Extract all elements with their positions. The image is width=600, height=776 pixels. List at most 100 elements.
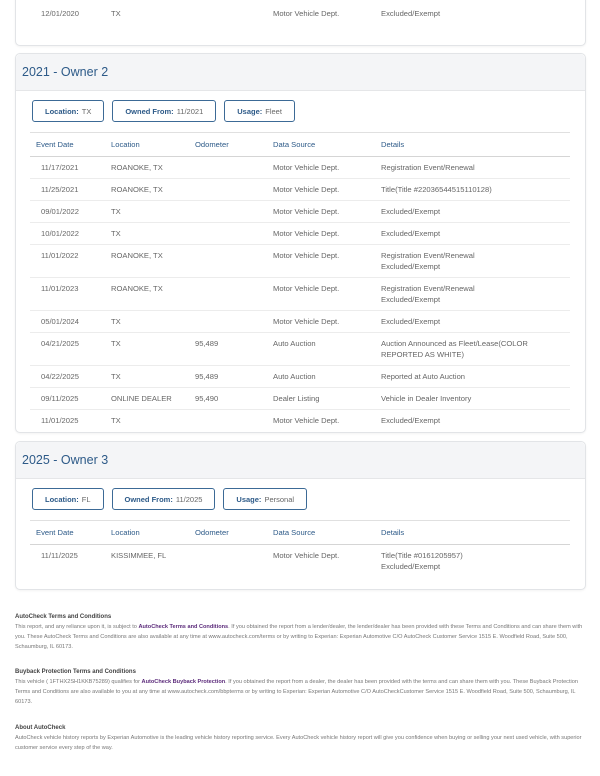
event-source: Motor Vehicle Dept. xyxy=(267,222,375,245)
event-odometer: 95,489 xyxy=(189,332,267,366)
event-location: ROANOKE, TX xyxy=(105,156,189,179)
owner-card: 2025 - Owner 3 Location: FL Owned From: 11… xyxy=(15,441,586,590)
table-row: 04/22/2025 TX 95,489 Auto Auction Report… xyxy=(30,365,570,388)
event-odometer xyxy=(189,310,267,333)
event-details: Title(Title #22036544515110128) xyxy=(375,178,570,201)
event-source: Auto Auction xyxy=(267,365,375,388)
event-source: Auto Auction xyxy=(267,332,375,366)
event-date: 04/21/2025 xyxy=(30,332,105,366)
event-source: Motor Vehicle Dept. xyxy=(273,9,340,18)
event-details: Reported at Auto Auction xyxy=(375,365,570,388)
buyback-text: . If you obtained the report from a deal… xyxy=(15,679,578,705)
event-location: TX xyxy=(111,9,121,18)
location-chip[interactable]: Location: FL xyxy=(32,488,104,510)
about-section: About AutoCheck AutoCheck vehicle histor… xyxy=(15,723,585,753)
event-date: 11/11/2025 xyxy=(41,551,78,560)
event-date: 11/01/2023 xyxy=(30,277,105,311)
column-header: Odometer xyxy=(189,132,267,157)
event-odometer xyxy=(189,277,267,311)
usage-chip[interactable]: Usage: Personal xyxy=(223,488,308,510)
event-source: Motor Vehicle Dept. xyxy=(267,310,375,333)
event-date: 04/22/2025 xyxy=(30,365,105,388)
event-date: 11/01/2025 xyxy=(41,416,79,425)
table-row: 11/01/2022 ROANOKE, TX Motor Vehicle Dep… xyxy=(30,244,570,278)
event-date: 11/25/2021 xyxy=(30,178,105,201)
event-details: Excluded/Exempt xyxy=(381,9,441,18)
table-row: 05/01/2024 TX Motor Vehicle Dept. Exclud… xyxy=(30,310,570,333)
buyback-text: This vehicle ( 1FTHX2SH1KKB75289) qualif… xyxy=(15,679,142,685)
column-header: Event Date xyxy=(30,132,105,157)
terms-text: This report, and any reliance upon it, i… xyxy=(15,624,139,630)
table-row: 11/01/2025 TX Motor Vehicle Dept. Exclud… xyxy=(30,410,570,432)
about-text: AutoCheck vehicle history reports by Exp… xyxy=(15,735,582,751)
event-source: Motor Vehicle Dept. xyxy=(267,200,375,223)
table-header: Event Date Location Odometer Data Source Det… xyxy=(30,520,570,545)
table-row: 10/01/2022 TX Motor Vehicle Dept. Exclud… xyxy=(30,222,570,245)
event-source: Motor Vehicle Dept. xyxy=(267,244,375,278)
event-odometer xyxy=(189,3,267,24)
event-location: TX xyxy=(105,332,189,366)
column-header: Odometer xyxy=(189,520,267,545)
event-details: Excluded/Exempt xyxy=(375,310,570,333)
table-row: 11/01/2023 ROANOKE, TX Motor Vehicle Dep… xyxy=(30,277,570,311)
column-header: Data Source xyxy=(267,520,375,545)
terms-heading: AutoCheck Terms and Conditions xyxy=(15,614,112,620)
event-details: Excluded/Exempt xyxy=(375,200,570,223)
event-location: ONLINE DEALER xyxy=(105,387,189,410)
event-date: 09/01/2022 xyxy=(30,200,105,223)
terms-link[interactable]: AutoCheck Terms and Conditions xyxy=(138,624,229,630)
event-odometer xyxy=(189,178,267,201)
event-odometer xyxy=(189,410,267,432)
table-row: 12/01/2020 TX Motor Vehicle Dept. Exclud… xyxy=(30,3,570,24)
table-row: 11/17/2021 ROANOKE, TX Motor Vehicle Dep… xyxy=(30,156,570,179)
event-source: Motor Vehicle Dept. xyxy=(273,416,340,425)
event-details: Auction Announced as Fleet/Lease(COLOR RE… xyxy=(375,332,570,366)
event-details: Excluded/Exempt xyxy=(381,416,441,425)
event-date: 09/11/2025 xyxy=(30,387,105,410)
event-location: ROANOKE, TX xyxy=(105,277,189,311)
location-chip[interactable]: Location: TX xyxy=(32,100,105,122)
buyback-heading: Buyback Protection Terms and Conditions xyxy=(15,669,136,675)
table-row: 04/21/2025 TX 95,489 Auto Auction Auctio… xyxy=(30,332,570,366)
event-details: Registration Event/Renewal Excluded/Exemp… xyxy=(375,277,570,311)
table-row: 11/11/2025 KISSIMMEE, FL Motor Vehicle D… xyxy=(30,545,570,578)
buyback-link[interactable]: AutoCheck Buyback Protection xyxy=(141,679,226,685)
event-details: Title(Title #0161205957) Excluded/Exempt xyxy=(381,551,463,571)
column-header: Event Date xyxy=(30,520,105,545)
column-header: Details xyxy=(375,520,570,545)
terms-text: . If you obtained the report from a lend… xyxy=(15,624,583,650)
owned-from-chip[interactable]: Owned From: 11/2021 xyxy=(112,100,217,122)
event-location: TX xyxy=(105,200,189,223)
event-location: TX xyxy=(105,222,189,245)
event-table: 12/01/2020 TX Motor Vehicle Dept. Exclud… xyxy=(30,3,570,24)
usage-chip[interactable]: Usage: Fleet xyxy=(224,100,295,122)
event-date: 10/01/2022 xyxy=(30,222,105,245)
column-header: Location xyxy=(105,132,189,157)
owner-title: 2021 - Owner 2 xyxy=(16,54,585,91)
event-date: 12/01/2020 xyxy=(41,9,80,18)
event-location: ROANOKE, TX xyxy=(105,244,189,278)
event-table: Event Date Location Odometer Data Source Det… xyxy=(30,132,570,431)
event-date: 11/01/2022 xyxy=(30,244,105,278)
event-source: Dealer Listing xyxy=(267,387,375,410)
event-source: Motor Vehicle Dept. xyxy=(267,156,375,179)
event-odometer xyxy=(189,156,267,179)
table-row: 11/25/2021 ROANOKE, TX Motor Vehicle Dep… xyxy=(30,178,570,201)
terms-section: AutoCheck Terms and Conditions This repo… xyxy=(15,612,585,652)
event-date: 05/01/2024 xyxy=(30,310,105,333)
event-location: KISSIMMEE, FL xyxy=(111,551,167,560)
column-header: Data Source xyxy=(267,132,375,157)
event-source: Motor Vehicle Dept. xyxy=(267,178,375,201)
event-odometer xyxy=(189,222,267,245)
event-table: Event Date Location Odometer Data Source Det… xyxy=(30,520,570,577)
event-date: 11/17/2021 xyxy=(30,156,105,179)
event-details: Registration Event/Renewal xyxy=(375,156,570,179)
table-row: 09/11/2025 ONLINE DEALER 95,490 Dealer L… xyxy=(30,387,570,410)
owned-from-chip[interactable]: Owned From: 11/2025 xyxy=(111,488,216,510)
event-location: ROANOKE, TX xyxy=(105,178,189,201)
event-details: Excluded/Exempt xyxy=(375,222,570,245)
about-heading: About AutoCheck xyxy=(15,725,66,731)
event-odometer xyxy=(189,545,267,578)
previous-owner-card: 12/01/2020 TX Motor Vehicle Dept. Exclud… xyxy=(15,0,586,46)
event-location: TX xyxy=(105,365,189,388)
